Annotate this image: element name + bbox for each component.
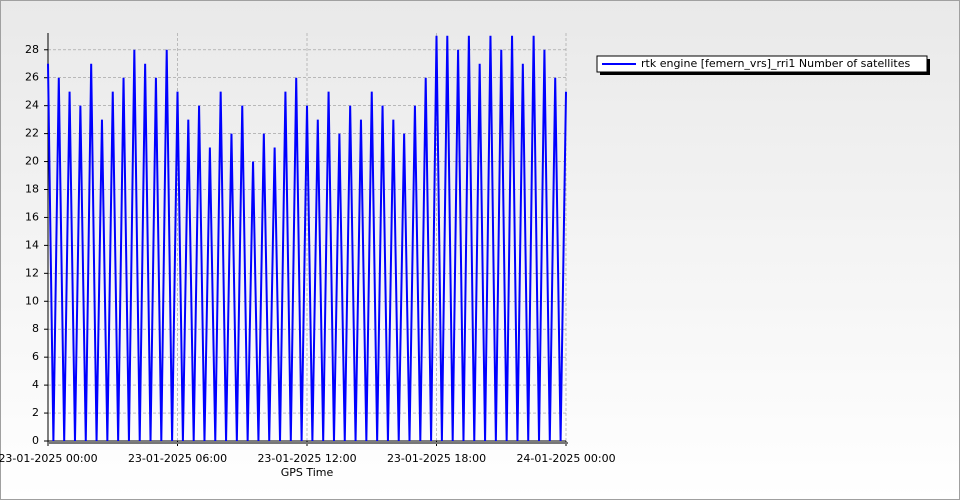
y-tick-label: 20	[25, 155, 39, 168]
legend-label: rtk engine [femern_vrs]_rri1 Number of s…	[641, 57, 910, 70]
y-tick-label: 12	[25, 266, 39, 279]
y-tick-label: 24	[25, 99, 39, 112]
y-tick-label: 2	[32, 406, 39, 419]
y-tick-label: 22	[25, 127, 39, 140]
x-tick-label: 23-01-2025 18:00	[387, 452, 486, 465]
y-tick-label: 26	[25, 71, 39, 84]
y-tick-label: 6	[32, 350, 39, 363]
x-tick-label: 24-01-2025 00:00	[516, 452, 615, 465]
y-tick-label: 8	[32, 322, 39, 335]
data-line	[47, 35, 567, 442]
y-tick-label: 28	[25, 43, 39, 56]
x-axis-label: GPS Time	[281, 466, 334, 479]
y-tick-label: 18	[25, 182, 39, 195]
legend-box	[596, 55, 928, 73]
x-tick-label: 23-01-2025 06:00	[128, 452, 227, 465]
y-tick-label: 14	[25, 238, 39, 251]
y-tick-label: 0	[32, 434, 39, 447]
x-tick-label: 23-01-2025 12:00	[257, 452, 356, 465]
y-tick-label: 10	[25, 294, 39, 307]
y-tick-label: 16	[25, 210, 39, 223]
y-tick-label: 4	[32, 378, 39, 391]
x-tick-label: 23-01-2025 00:00	[0, 452, 98, 465]
